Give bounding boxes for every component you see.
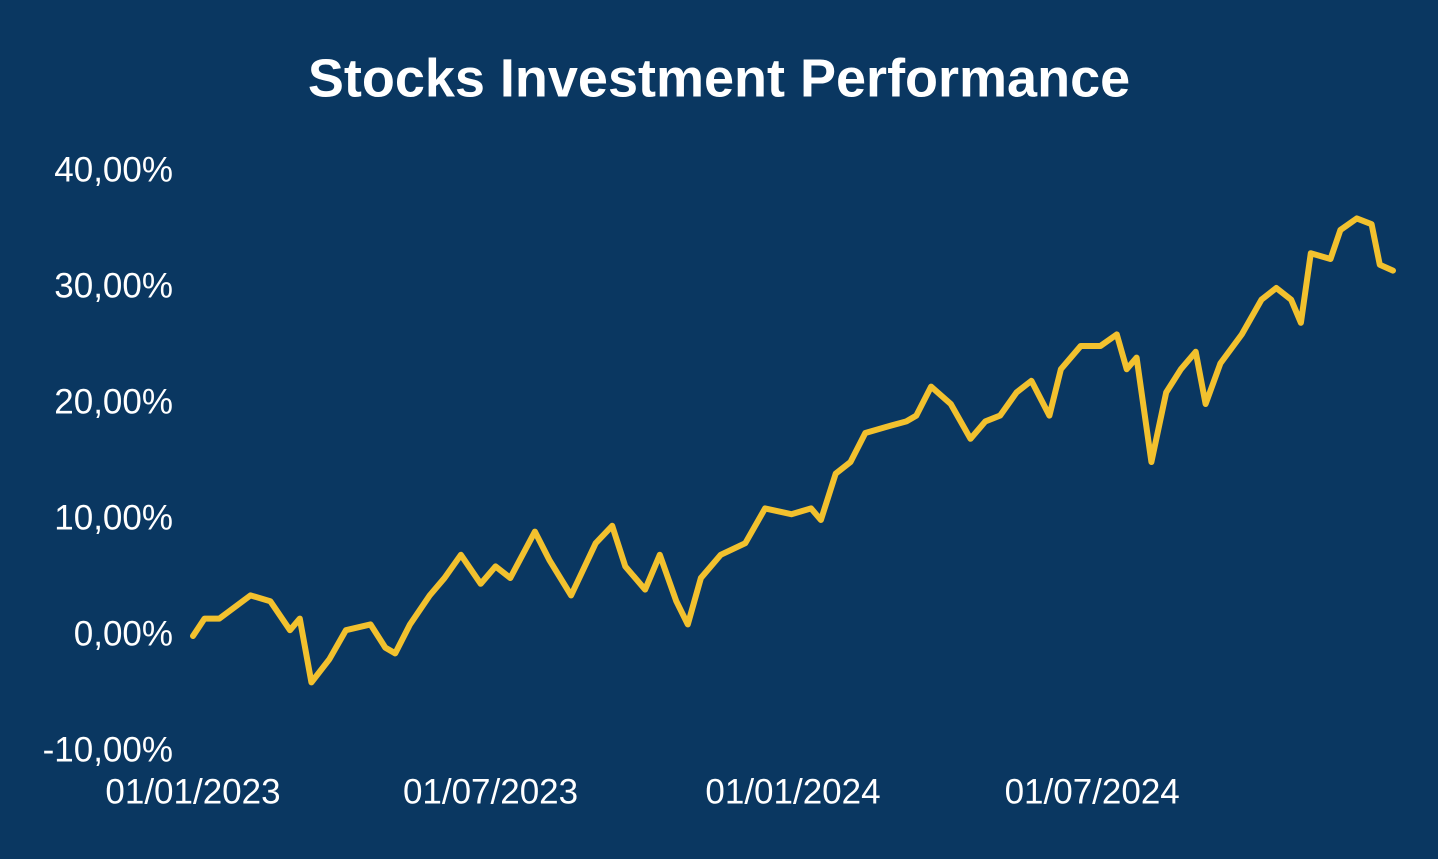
- y-tick-label: 10,00%: [54, 498, 173, 537]
- x-tick-label: 01/01/2024: [705, 772, 880, 811]
- y-tick-label: 40,00%: [54, 150, 173, 189]
- x-tick-label: 01/07/2023: [403, 772, 578, 811]
- x-tick-label: 01/07/2024: [1005, 772, 1180, 811]
- y-tick-label: 30,00%: [54, 266, 173, 305]
- y-tick-label: -10,00%: [43, 730, 173, 769]
- chart-title: Stocks Investment Performance: [308, 48, 1130, 108]
- x-tick-label: 01/01/2023: [105, 772, 280, 811]
- data-line: [190, 215, 1396, 686]
- y-tick-label: 20,00%: [54, 382, 173, 421]
- y-tick-label: 0,00%: [74, 614, 173, 653]
